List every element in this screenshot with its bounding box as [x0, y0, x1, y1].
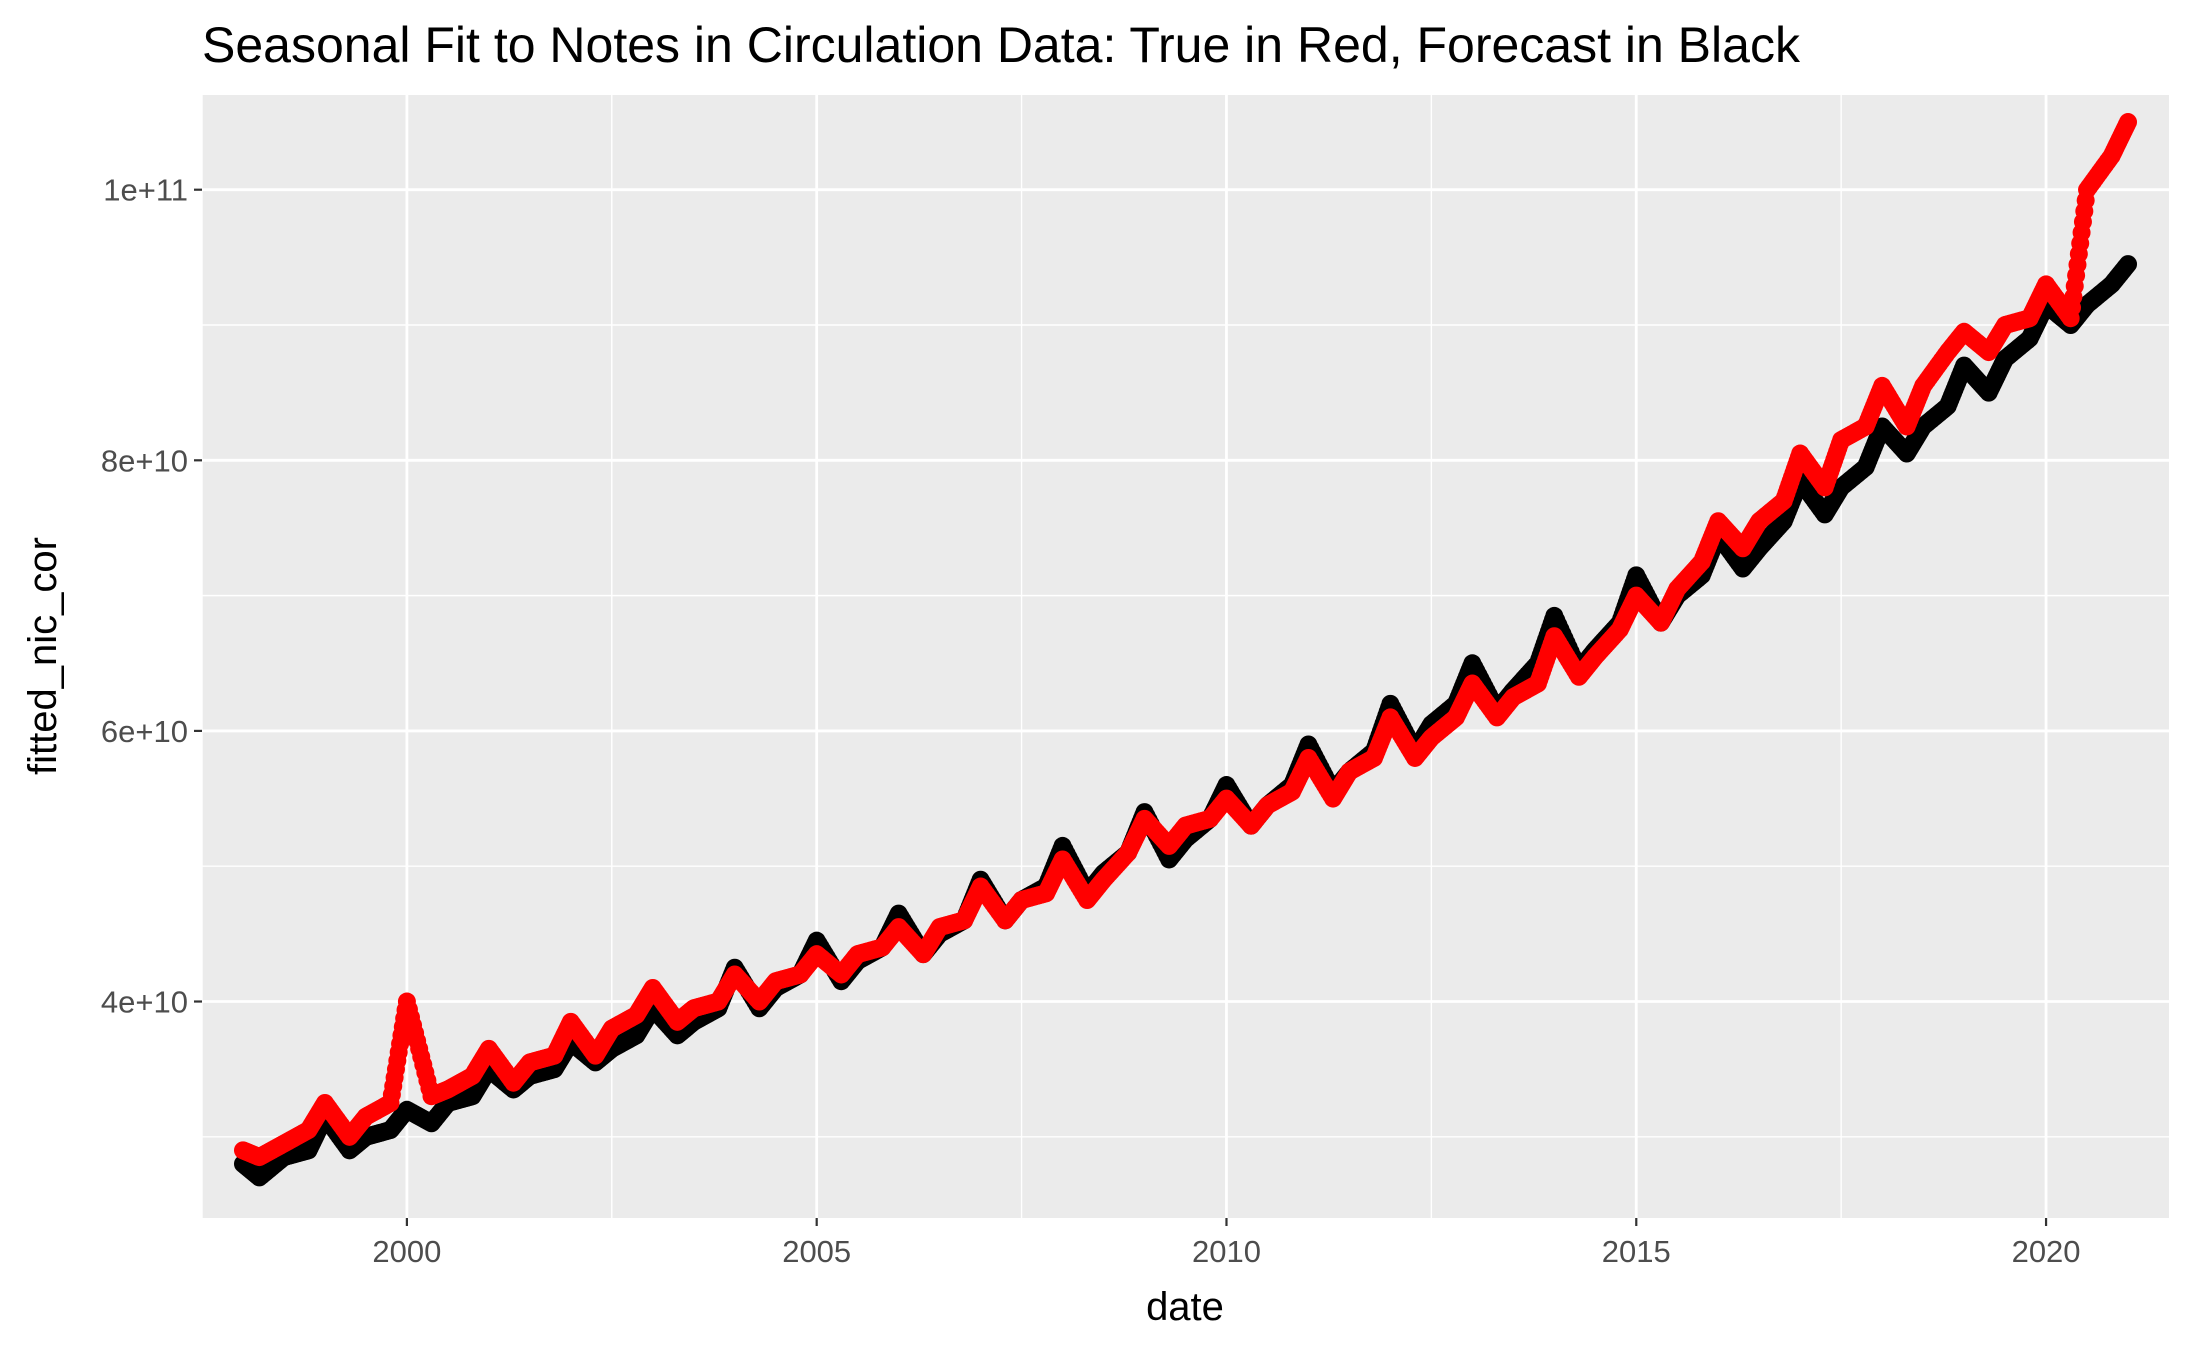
y-tick-label: 4e+10: [101, 985, 188, 1020]
x-axis: 2000 2005 2010 2015 2020: [372, 1218, 2081, 1269]
y-axis-title: fitted_nic_cor: [21, 537, 65, 775]
x-tick-label: 2010: [1192, 1234, 1261, 1269]
x-tick-label: 2020: [2012, 1234, 2081, 1269]
chart-title: Seasonal Fit to Notes in Circulation Dat…: [202, 17, 1801, 73]
data-points: [233, 113, 2138, 1187]
x-tick-label: 2000: [372, 1234, 441, 1269]
y-tick-label: 6e+10: [101, 714, 188, 749]
y-axis: 4e+10 6e+10 8e+10 1e+11: [101, 173, 202, 1020]
x-tick-label: 2005: [782, 1234, 851, 1269]
x-tick-label: 2015: [1602, 1234, 1671, 1269]
series-red: [233, 113, 2138, 1167]
x-axis-title: date: [1146, 1285, 1224, 1329]
data-point: [2119, 113, 2138, 132]
y-tick-label: 1e+11: [103, 173, 188, 208]
data-point: [2119, 255, 2138, 274]
minor-gridlines: [201, 95, 2169, 1218]
y-tick-label: 8e+10: [101, 443, 188, 478]
